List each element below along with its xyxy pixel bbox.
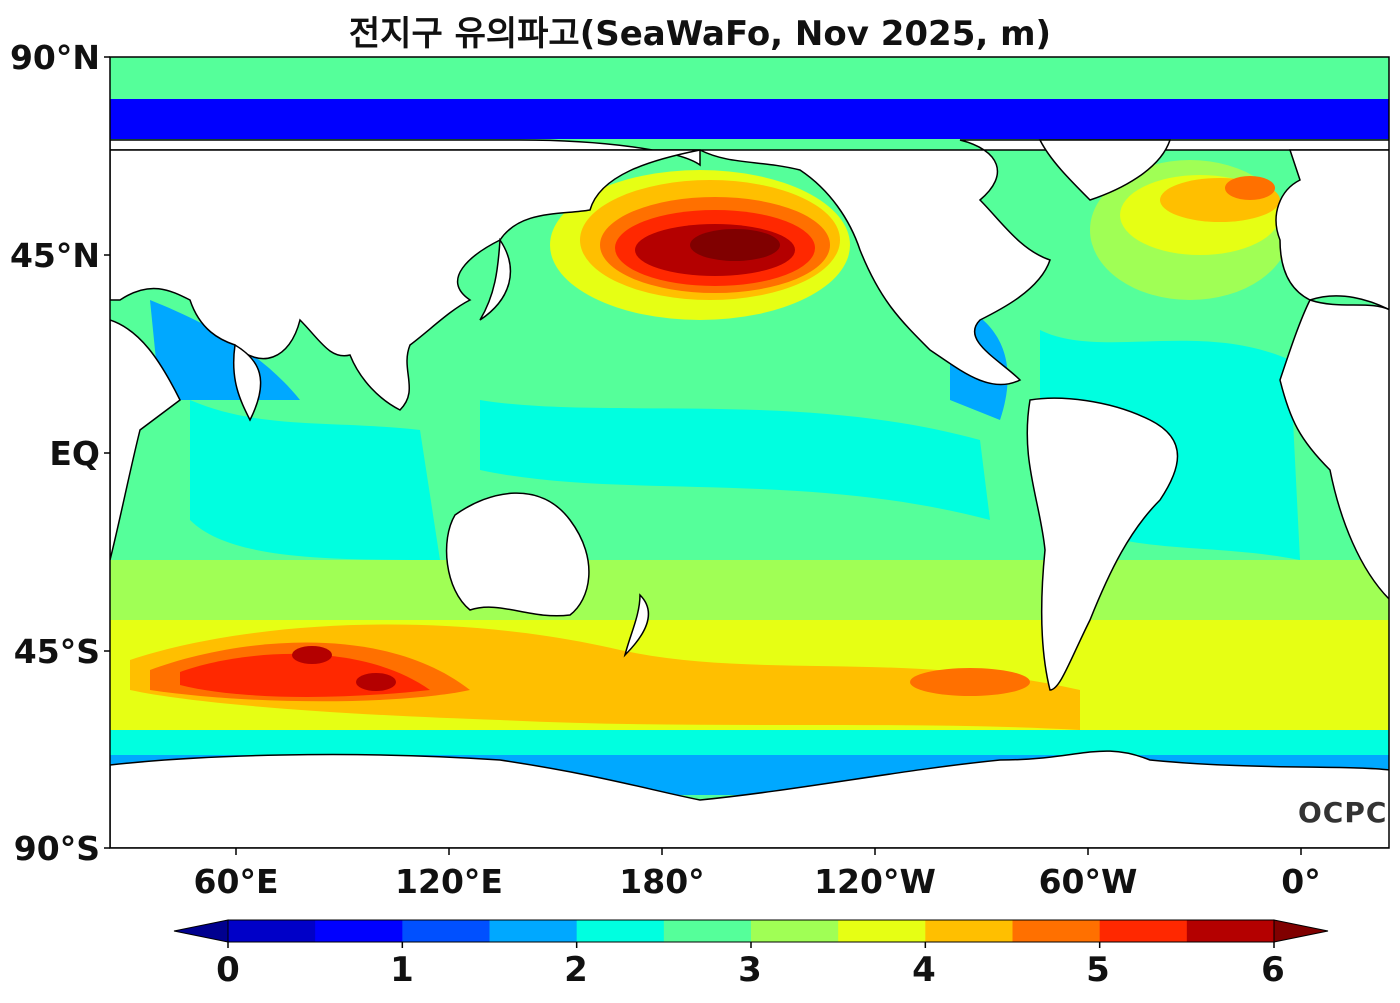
eurasia <box>110 139 701 167</box>
lon-label-0: 0° <box>1281 862 1321 901</box>
colorbar-segment <box>1099 920 1188 942</box>
colorbar-segment <box>663 920 752 942</box>
west-africa <box>1279 299 1389 601</box>
colorbar-label-5: 5 <box>1086 950 1110 990</box>
ocpc-logo: OCPC <box>1298 796 1388 829</box>
continents <box>110 139 1389 848</box>
colorbar-extend-high <box>1273 919 1329 943</box>
lat-label-90s: 90°S <box>13 829 100 868</box>
lat-label-eq: EQ <box>49 434 100 473</box>
colorbar-label-3: 3 <box>738 950 762 990</box>
tropical-band <box>150 300 1300 560</box>
north-atlantic <box>1090 160 1290 300</box>
colorbar-segment <box>838 920 926 942</box>
colorbar-label-2: 2 <box>564 950 588 990</box>
colorbar-segment <box>576 920 665 942</box>
south-america <box>1026 397 1179 691</box>
new-zealand <box>623 593 650 658</box>
colorbar-segment <box>228 920 316 942</box>
antarctica <box>110 750 1389 848</box>
colorbar-segment <box>402 920 490 942</box>
lat-label-45n: 45°N <box>9 236 100 275</box>
europe <box>1275 149 1389 311</box>
colorbar-label-6: 6 <box>1261 950 1285 990</box>
lon-label-120e: 120°E <box>395 862 503 901</box>
north-pacific-storm <box>550 170 850 320</box>
map-title: 전지구 유의파고(SeaWaFo, Nov 2025, m) <box>348 14 1052 54</box>
colorbar-segment <box>1012 920 1101 942</box>
lon-label-180: 180° <box>619 862 705 901</box>
colorbar-segment <box>489 920 578 942</box>
india <box>232 343 262 422</box>
lat-label-90n: 90°N <box>9 38 100 77</box>
arctic-ocean <box>110 99 1389 139</box>
asia <box>110 149 701 411</box>
lon-label-60w: 60°W <box>1038 862 1138 901</box>
lon-label-60e: 60°E <box>193 862 279 901</box>
lat-label-45s: 45°S <box>13 632 100 671</box>
greenland <box>1038 139 1172 201</box>
colorbar-extend-low <box>173 919 229 943</box>
colorbar-segment <box>925 920 1013 942</box>
colorbar-label-0: 0 <box>216 950 240 990</box>
lon-label-120w: 120°W <box>814 862 936 901</box>
colorbar-label-4: 4 <box>912 950 936 990</box>
australia <box>445 492 590 617</box>
north-america <box>699 139 1389 386</box>
colorbar-segment <box>315 920 403 942</box>
colorbar-segment <box>751 920 839 942</box>
japan <box>479 237 512 321</box>
africa <box>110 319 181 561</box>
colorbar-label-1: 1 <box>390 950 414 990</box>
axis-ticks <box>104 56 1302 855</box>
colorbar-segment <box>1186 920 1275 942</box>
